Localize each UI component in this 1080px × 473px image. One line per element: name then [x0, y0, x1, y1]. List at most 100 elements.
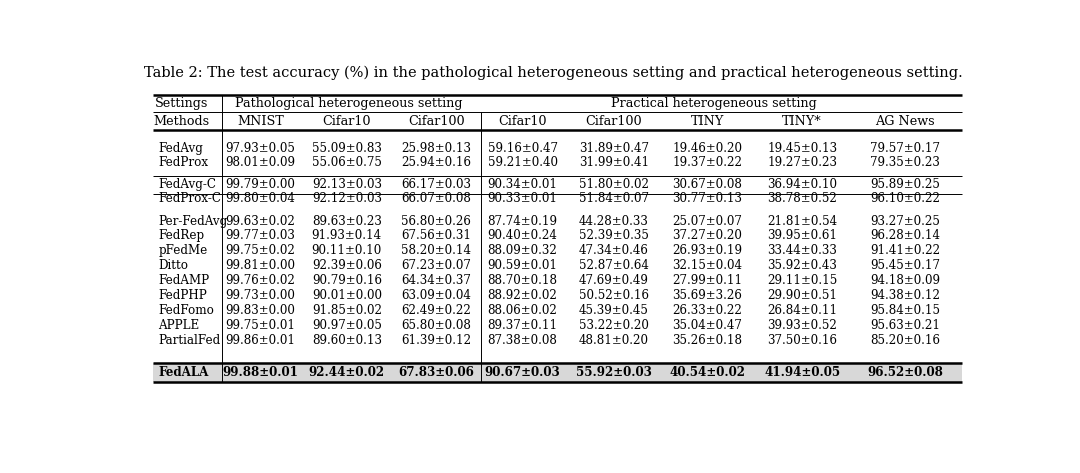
Text: 90.11±0.10: 90.11±0.10	[312, 245, 382, 257]
Text: 99.63±0.02: 99.63±0.02	[226, 215, 296, 228]
Text: 37.27±0.20: 37.27±0.20	[673, 229, 742, 243]
Text: 41.94±0.05: 41.94±0.05	[764, 366, 840, 379]
Text: 99.86±0.01: 99.86±0.01	[226, 334, 296, 347]
Text: 52.39±0.35: 52.39±0.35	[579, 229, 649, 243]
Text: 31.89±0.47: 31.89±0.47	[579, 142, 649, 155]
Text: 90.97±0.05: 90.97±0.05	[312, 319, 381, 332]
Text: 94.38±0.12: 94.38±0.12	[870, 289, 940, 302]
Text: Settings: Settings	[156, 97, 208, 110]
Text: 89.60±0.13: 89.60±0.13	[312, 334, 381, 347]
Text: Cifar10: Cifar10	[323, 115, 372, 128]
Text: 88.92±0.02: 88.92±0.02	[487, 289, 557, 302]
Text: 87.38±0.08: 87.38±0.08	[487, 334, 557, 347]
Text: 90.79±0.16: 90.79±0.16	[312, 274, 381, 287]
Text: 39.93±0.52: 39.93±0.52	[767, 319, 837, 332]
Text: 93.27±0.25: 93.27±0.25	[870, 215, 940, 228]
Text: APPLE: APPLE	[159, 319, 200, 332]
Text: 61.39±0.12: 61.39±0.12	[402, 334, 471, 347]
Text: Ditto: Ditto	[159, 259, 188, 272]
Text: 55.06±0.75: 55.06±0.75	[312, 156, 381, 169]
Text: 25.07±0.07: 25.07±0.07	[673, 215, 742, 228]
Text: FedProx-C: FedProx-C	[159, 193, 221, 205]
Text: 99.80±0.04: 99.80±0.04	[226, 193, 296, 205]
Text: 95.63±0.21: 95.63±0.21	[870, 319, 940, 332]
Text: 79.35±0.23: 79.35±0.23	[870, 156, 940, 169]
Text: 59.21±0.40: 59.21±0.40	[487, 156, 557, 169]
Text: 47.69±0.49: 47.69±0.49	[579, 274, 649, 287]
Text: 92.39±0.06: 92.39±0.06	[312, 259, 381, 272]
Text: 19.45±0.13: 19.45±0.13	[767, 142, 837, 155]
Text: 95.89±0.25: 95.89±0.25	[870, 178, 940, 191]
Text: 30.77±0.13: 30.77±0.13	[673, 193, 743, 205]
Text: 45.39±0.45: 45.39±0.45	[579, 304, 649, 317]
Text: 48.81±0.20: 48.81±0.20	[579, 334, 649, 347]
Text: PartialFed: PartialFed	[159, 334, 220, 347]
Text: 25.94±0.16: 25.94±0.16	[402, 156, 471, 169]
Text: 91.41±0.22: 91.41±0.22	[870, 245, 940, 257]
Text: 51.80±0.02: 51.80±0.02	[579, 178, 649, 191]
Text: 38.78±0.52: 38.78±0.52	[767, 193, 837, 205]
Text: 90.59±0.01: 90.59±0.01	[487, 259, 557, 272]
Text: 47.34±0.46: 47.34±0.46	[579, 245, 649, 257]
Text: 33.44±0.33: 33.44±0.33	[767, 245, 837, 257]
Text: 36.94±0.10: 36.94±0.10	[767, 178, 837, 191]
Text: FedPHP: FedPHP	[159, 289, 207, 302]
Text: 55.92±0.03: 55.92±0.03	[576, 366, 651, 379]
Text: 66.07±0.08: 66.07±0.08	[402, 193, 471, 205]
Text: 26.33±0.22: 26.33±0.22	[673, 304, 742, 317]
Text: 67.23±0.07: 67.23±0.07	[402, 259, 471, 272]
Text: 85.20±0.16: 85.20±0.16	[870, 334, 940, 347]
Text: 79.57±0.17: 79.57±0.17	[870, 142, 940, 155]
Text: 98.01±0.09: 98.01±0.09	[226, 156, 296, 169]
Text: 56.80±0.26: 56.80±0.26	[402, 215, 471, 228]
Text: 99.79±0.00: 99.79±0.00	[226, 178, 296, 191]
Text: Table 2: The test accuracy (%) in the pathological heterogeneous setting and pra: Table 2: The test accuracy (%) in the pa…	[144, 66, 963, 80]
Text: 19.27±0.23: 19.27±0.23	[767, 156, 837, 169]
Text: 19.46±0.20: 19.46±0.20	[673, 142, 743, 155]
Text: 88.09±0.32: 88.09±0.32	[487, 245, 557, 257]
Text: 29.90±0.51: 29.90±0.51	[767, 289, 837, 302]
Text: 90.33±0.01: 90.33±0.01	[487, 193, 557, 205]
Text: 90.34±0.01: 90.34±0.01	[487, 178, 557, 191]
Text: 39.95±0.61: 39.95±0.61	[767, 229, 837, 243]
Text: FedRep: FedRep	[159, 229, 204, 243]
Text: 29.11±0.15: 29.11±0.15	[767, 274, 837, 287]
Text: 35.69±3.26: 35.69±3.26	[673, 289, 742, 302]
Text: 89.37±0.11: 89.37±0.11	[487, 319, 557, 332]
Text: 96.10±0.22: 96.10±0.22	[870, 193, 940, 205]
Text: 37.50±0.16: 37.50±0.16	[767, 334, 837, 347]
Text: 53.22±0.20: 53.22±0.20	[579, 319, 649, 332]
Text: FedProx: FedProx	[159, 156, 208, 169]
Text: 91.93±0.14: 91.93±0.14	[312, 229, 382, 243]
Bar	[153, 363, 962, 382]
Text: Cifar100: Cifar100	[408, 115, 464, 128]
Text: FedAMP: FedAMP	[159, 274, 210, 287]
Text: 94.18±0.09: 94.18±0.09	[870, 274, 940, 287]
Text: TINY: TINY	[691, 115, 725, 128]
Text: 27.99±0.11: 27.99±0.11	[673, 274, 743, 287]
Text: 99.75±0.02: 99.75±0.02	[226, 245, 296, 257]
Text: 50.52±0.16: 50.52±0.16	[579, 289, 649, 302]
Text: 58.20±0.14: 58.20±0.14	[402, 245, 471, 257]
Text: 25.98±0.13: 25.98±0.13	[402, 142, 471, 155]
Text: 64.34±0.37: 64.34±0.37	[402, 274, 471, 287]
Text: 35.26±0.18: 35.26±0.18	[673, 334, 743, 347]
Text: 99.88±0.01: 99.88±0.01	[222, 366, 298, 379]
Text: 30.67±0.08: 30.67±0.08	[673, 178, 742, 191]
Text: 90.67±0.03: 90.67±0.03	[485, 366, 561, 379]
Text: 91.85±0.02: 91.85±0.02	[312, 304, 381, 317]
Text: MNIST: MNIST	[238, 115, 284, 128]
Text: Per-FedAvg: Per-FedAvg	[159, 215, 228, 228]
Text: 21.81±0.54: 21.81±0.54	[767, 215, 837, 228]
Text: FedAvg: FedAvg	[159, 142, 203, 155]
Text: 59.16±0.47: 59.16±0.47	[487, 142, 557, 155]
Text: 26.84±0.11: 26.84±0.11	[767, 304, 837, 317]
Text: 90.01±0.00: 90.01±0.00	[312, 289, 381, 302]
Text: 63.09±0.04: 63.09±0.04	[402, 289, 471, 302]
Text: 44.28±0.33: 44.28±0.33	[579, 215, 649, 228]
Text: 88.06±0.02: 88.06±0.02	[487, 304, 557, 317]
Text: FedFomo: FedFomo	[159, 304, 214, 317]
Text: 95.84±0.15: 95.84±0.15	[870, 304, 940, 317]
Text: 97.93±0.05: 97.93±0.05	[226, 142, 296, 155]
Text: Methods: Methods	[153, 115, 210, 128]
